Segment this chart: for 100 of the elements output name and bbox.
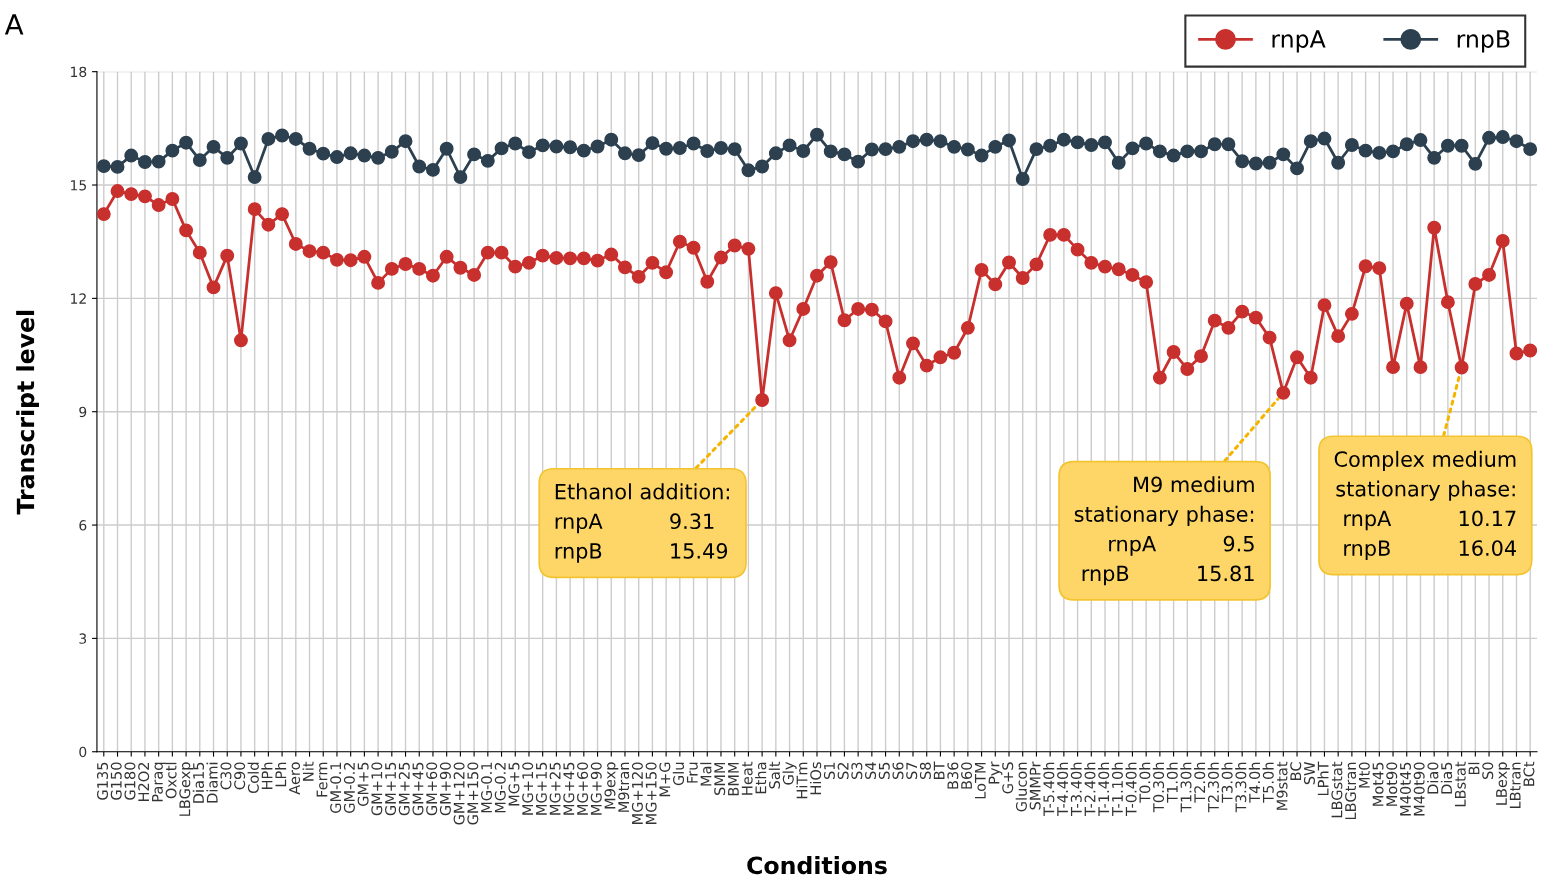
x-tick-label: S0 bbox=[1482, 762, 1494, 780]
x-tick-label: C90 bbox=[234, 762, 246, 790]
x-tick-label: T2.30h bbox=[1207, 762, 1219, 813]
x-tick-label: GM+60 bbox=[426, 762, 438, 816]
x-tick-label: M9tran bbox=[618, 762, 630, 812]
x-tick-label: GM+25 bbox=[398, 762, 410, 816]
x-tick-label: Heat bbox=[741, 761, 753, 795]
y-tick-label: 18 bbox=[71, 66, 87, 78]
x-tick-label: LPhT bbox=[1317, 761, 1329, 796]
x-tick-label: B36 bbox=[947, 762, 959, 789]
x-tick-label: T0.30h bbox=[1152, 762, 1165, 813]
annotation: Complex medium stationary phase: rnpA 10.17 rnpB 16.04 bbox=[1334, 450, 1517, 560]
x-tick-label: GM+90 bbox=[439, 762, 451, 816]
x-tick-label: S5 bbox=[878, 762, 890, 780]
x-tick-label: SMMPr bbox=[1029, 761, 1041, 810]
x-tick-label: LBtran bbox=[1509, 762, 1521, 809]
x-tick-label: T4.0h bbox=[1248, 762, 1261, 803]
x-tick-label: T5.0h bbox=[1262, 762, 1274, 803]
x-tick-label: T-5.40h bbox=[1043, 762, 1055, 817]
y-tick-label: 12 bbox=[71, 293, 86, 304]
x-tick-label: Glucon bbox=[1015, 762, 1027, 812]
x-tick-label: T-1.40h bbox=[1097, 762, 1110, 817]
annotation: M9 medium stationary phase: rnpA 9.5 rnpB 15.81 bbox=[1074, 476, 1254, 586]
x-tick-label: LBexp bbox=[1496, 762, 1510, 805]
x-tick-label: GM+10 bbox=[371, 762, 383, 816]
x-tick-label: MG+120 bbox=[631, 762, 643, 824]
legend-label: rnpB bbox=[1457, 30, 1510, 53]
x-tick-label: BC bbox=[1290, 762, 1302, 780]
x-tick-label: M40t90 bbox=[1413, 762, 1425, 816]
x-tick-label: Pyr bbox=[988, 761, 1003, 784]
x-tick-label: GM-0.2 bbox=[343, 762, 355, 813]
x-tick-label: Dia0 bbox=[1427, 762, 1439, 794]
x-tick-label: Mt0 bbox=[1358, 762, 1370, 788]
x-tick-label: BT bbox=[933, 761, 945, 779]
x-tick-label: MG+60 bbox=[577, 762, 589, 815]
x-axis-title: Conditions bbox=[747, 855, 887, 875]
x-tick-label: Cold bbox=[247, 762, 259, 794]
x-tick-label: S2 bbox=[837, 762, 849, 780]
x-tick-label: LBGstat bbox=[1331, 761, 1343, 818]
x-tick-label: T3.30h bbox=[1235, 762, 1247, 813]
x-tick-label: LBstat bbox=[1455, 761, 1466, 807]
x-tick-label: Gly bbox=[782, 761, 797, 785]
x-tick-label: S6 bbox=[892, 762, 904, 780]
x-tick-label: MG-0.2 bbox=[494, 762, 506, 813]
x-tick-label: MG+150 bbox=[645, 762, 657, 824]
x-tick-label: T0.0h bbox=[1139, 762, 1151, 803]
x-tick-label: MG+5 bbox=[508, 762, 520, 806]
x-tick-label: Etha bbox=[755, 762, 767, 794]
x-tick-label: Diami bbox=[206, 762, 218, 803]
x-tick-label: T1.0h bbox=[1166, 762, 1178, 803]
x-tick-label: LPh bbox=[275, 762, 287, 787]
x-tick-label: Aero bbox=[289, 762, 301, 795]
x-tick-label: Dia15 bbox=[192, 762, 205, 803]
x-tick-label: G150 bbox=[110, 762, 122, 800]
x-tick-label: G+S bbox=[1002, 762, 1014, 794]
x-tick-label: S3 bbox=[851, 762, 863, 780]
x-tick-label: GM+15 bbox=[385, 762, 397, 816]
y-tick-label: 0 bbox=[79, 746, 87, 758]
y-tick-label: 3 bbox=[79, 633, 87, 644]
x-tick-label: G180 bbox=[124, 762, 136, 800]
x-tick-label: T-0.40h bbox=[1125, 762, 1137, 817]
x-tick-label: Mot45 bbox=[1372, 762, 1384, 806]
x-tick-label: Oxctl bbox=[165, 762, 177, 799]
x-tick-label: Paraq bbox=[152, 762, 166, 802]
x-tick-label: Mal bbox=[700, 762, 712, 786]
x-tick-label: M9stat bbox=[1276, 761, 1288, 810]
x-tick-label: LBGtran bbox=[1345, 762, 1357, 820]
x-tick-label: G135 bbox=[97, 762, 109, 800]
x-tick-label: S4 bbox=[865, 762, 877, 780]
x-tick-label: C30 bbox=[220, 762, 232, 790]
x-tick-label: T-4.40h bbox=[1056, 762, 1069, 817]
x-tick-label: MG-0.1 bbox=[481, 762, 493, 813]
x-tick-label: Dia5 bbox=[1440, 762, 1453, 794]
x-tick-label: MG+45 bbox=[563, 762, 575, 815]
x-tick-label: HiTm bbox=[796, 762, 808, 799]
x-tick-label: Ferm bbox=[316, 762, 328, 797]
text: A bbox=[4, 14, 24, 35]
y-axis-title: Transcript level bbox=[16, 310, 39, 515]
y-tick-label: 15 bbox=[71, 180, 86, 191]
x-tick-label: S8 bbox=[919, 762, 931, 780]
x-tick-label: T-2.40h bbox=[1084, 762, 1096, 817]
x-tick-label: GM+45 bbox=[412, 762, 424, 816]
x-tick-label: Glu bbox=[672, 762, 685, 786]
x-tick-label: S1 bbox=[823, 762, 835, 780]
x-tick-label: BMM bbox=[728, 762, 739, 796]
x-tick-label: BCt bbox=[1523, 761, 1535, 786]
x-tick-label: HPh bbox=[261, 762, 273, 790]
x-tick-label: GM+150 bbox=[467, 762, 479, 825]
x-tick-label: HiOs bbox=[809, 762, 822, 795]
x-tick-label: GM-0.1 bbox=[330, 762, 342, 813]
x-tick-label: SMM bbox=[714, 762, 726, 795]
x-tick-label: Bl bbox=[1468, 762, 1480, 775]
x-tick-label: T-3.40h bbox=[1070, 762, 1082, 817]
x-tick-label: B60 bbox=[961, 762, 973, 789]
x-tick-label: MG+10 bbox=[522, 762, 534, 815]
x-tick-label: M9exp bbox=[604, 762, 619, 809]
x-tick-label: T1.30h bbox=[1180, 762, 1192, 813]
x-tick-label: Salt bbox=[768, 761, 781, 789]
x-tick-label: Fru bbox=[686, 762, 698, 783]
x-tick-label: T-1.10h bbox=[1111, 762, 1123, 817]
